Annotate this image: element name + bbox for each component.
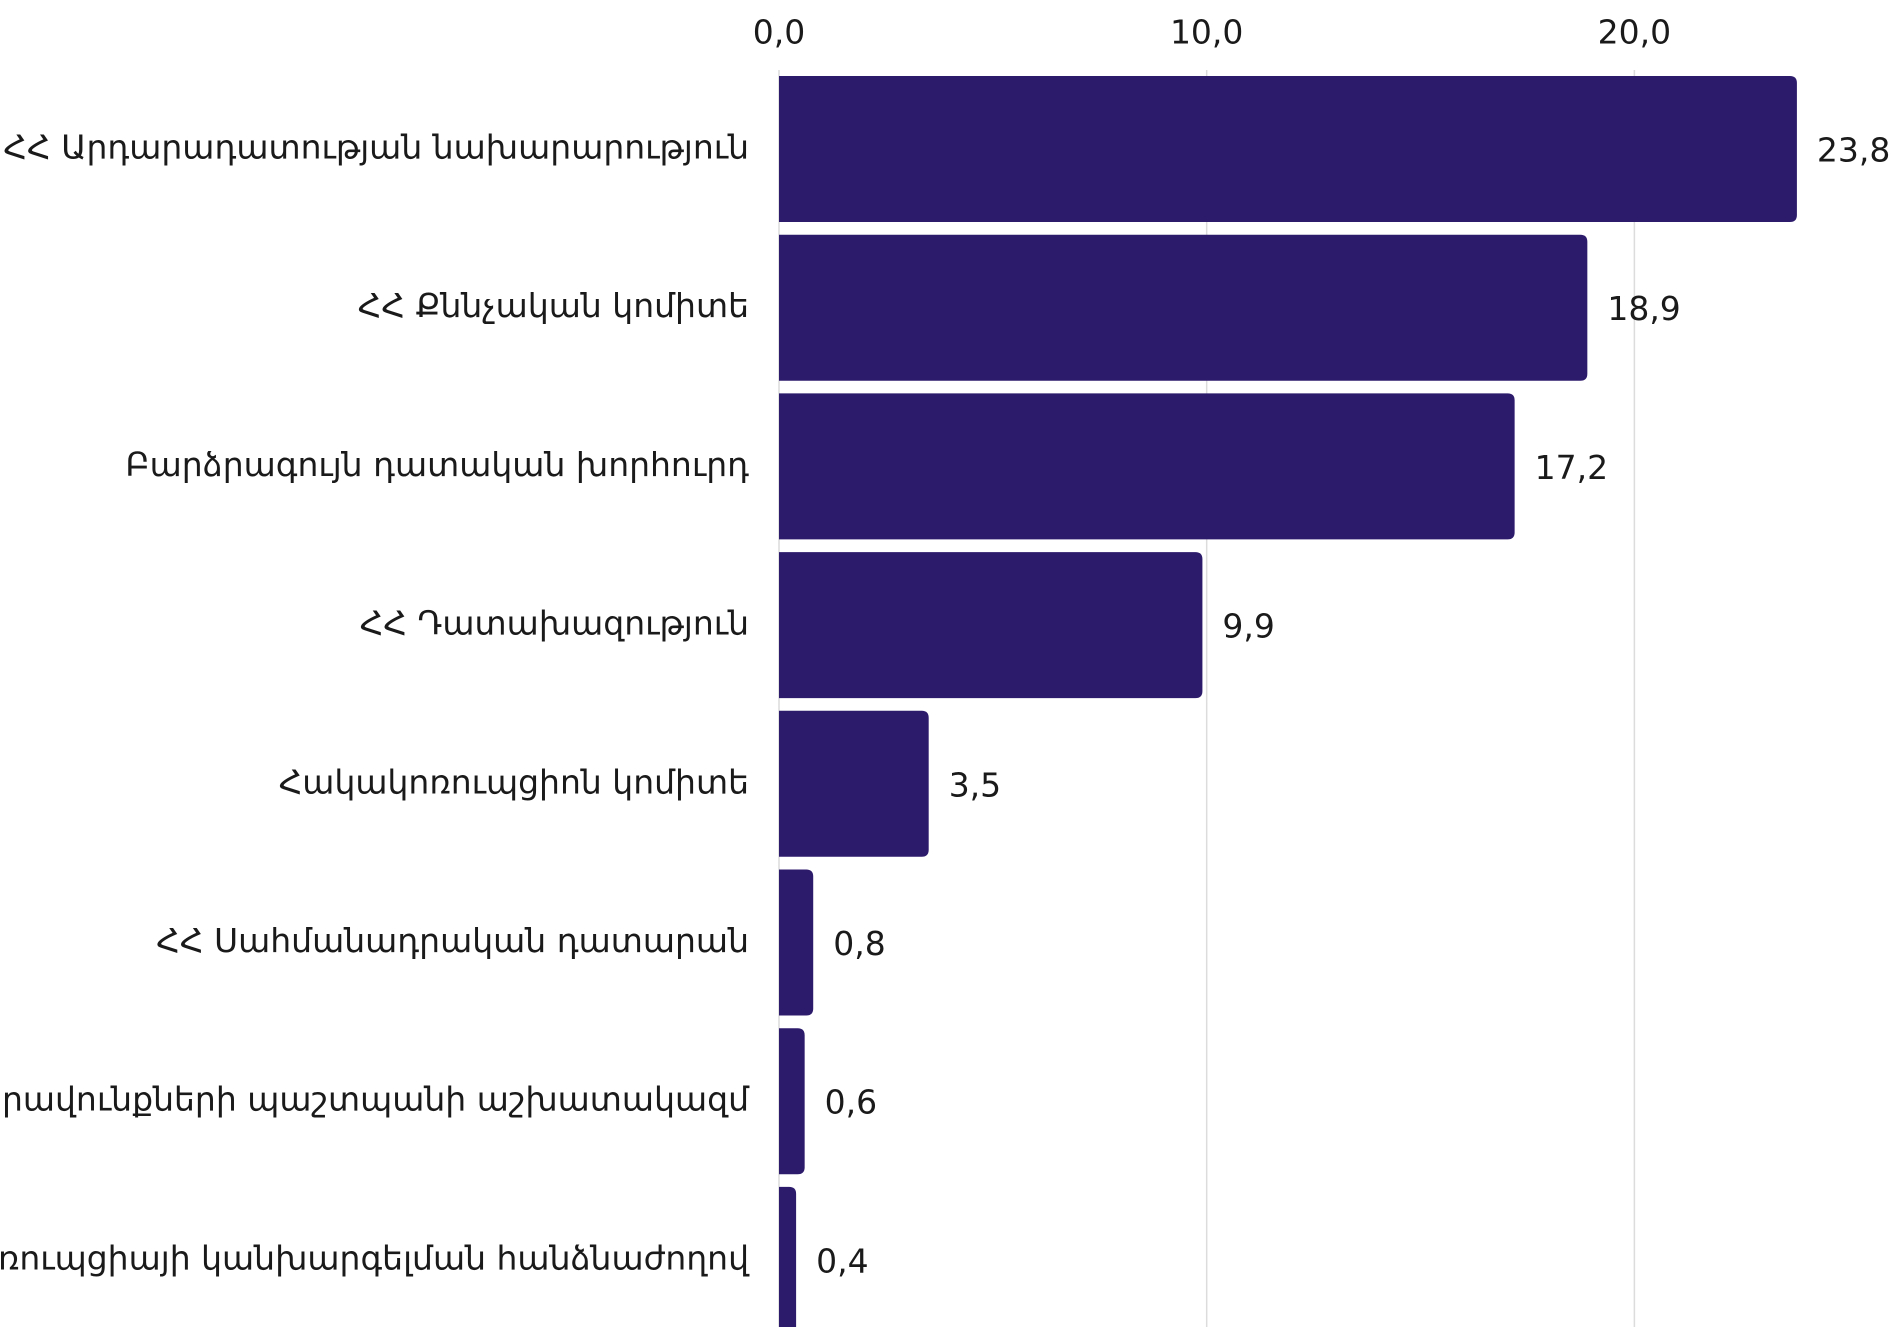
bar [779,1028,805,1175]
y-tick-label: Հակակոռուպցիոն կոմիտե [279,762,749,801]
bar [779,1186,797,1327]
bar [779,710,929,857]
bar [779,393,1515,540]
x-tick-label: 20,0 [1598,13,1671,52]
value-label: 23,8 [1817,131,1890,170]
value-label: 18,9 [1607,289,1680,328]
value-label: 3,5 [949,765,1001,804]
value-label: 17,2 [1535,448,1608,487]
value-label: 0,6 [825,1083,877,1122]
y-tick-label: ՀՀ Սահմանադրական դատարան [156,921,749,960]
value-label: 0,8 [833,924,885,963]
bar [779,234,1588,381]
bar [779,76,1797,222]
x-tick-label: 0,0 [753,13,805,52]
y-tick-label: րավունքների պաշտպանի աշխատակազմ [2,1080,750,1119]
bar [779,869,814,1016]
y-tick-label: ՀՀ Դատախազություն [360,604,749,643]
x-tick-label: 10,0 [1170,13,1243,52]
y-tick-label: ՀՀ Արդարադատության նախարարություն [3,128,749,167]
value-label: 0,4 [816,1241,868,1280]
y-tick-label: ՀՀ Քննչական կոմիտե [358,286,749,325]
y-tick-label: ռուպցիայի կանխարգելման հանձնաժողով [0,1238,750,1277]
bar [779,552,1203,699]
y-tick-label: Բարձրագույն դատական խորհուրդ [125,445,749,484]
value-label: 9,9 [1222,607,1274,646]
